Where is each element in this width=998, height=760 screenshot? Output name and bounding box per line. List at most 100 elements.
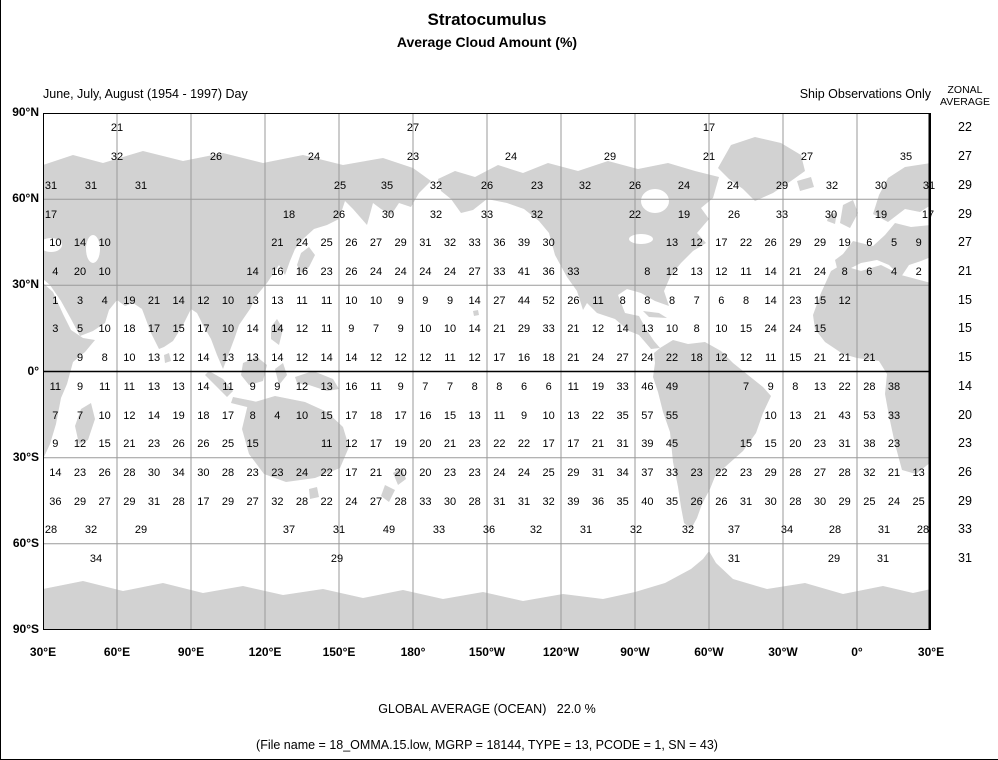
cell-value: 23 (887, 438, 901, 451)
cell-value: 55 (665, 409, 679, 422)
cell-value: 14 (616, 323, 629, 336)
latitude-tick-label: 60°S (12, 535, 39, 550)
cell-value: 28 (123, 467, 136, 480)
cell-value: 57 (641, 409, 654, 422)
cell-value: 24 (813, 265, 827, 278)
cell-value: 29 (838, 495, 851, 508)
zonal-average-value: 27 (958, 149, 972, 164)
file-info-label: (File name = 18_OMMA.15.low, MGRP = 1814… (256, 738, 718, 752)
latitude-tick-label: 90°S (12, 622, 39, 636)
cell-value: 30 (147, 467, 161, 480)
cell-value: 32 (530, 208, 544, 221)
cell-value: 5 (76, 323, 84, 336)
cell-value: 26 (727, 208, 741, 221)
cell-value: 8 (792, 380, 799, 393)
cell-value: 13 (789, 409, 802, 422)
zonal-average-value: 26 (958, 465, 972, 480)
cell-value: 22 (628, 208, 642, 221)
cell-value: 6 (545, 380, 552, 393)
cell-value: 15 (813, 323, 827, 336)
cell-value: 32 (578, 179, 592, 192)
cell-value: 6 (866, 265, 873, 278)
cell-value: 4 (101, 294, 108, 307)
cell-value: 28 (916, 524, 930, 537)
cell-value: 7 (52, 409, 59, 422)
cell-value: 31 (591, 467, 605, 480)
cell-value: 14 (147, 409, 161, 422)
cell-value: 17 (394, 409, 407, 422)
cell-value: 26 (715, 495, 728, 508)
cell-value: 14 (764, 265, 777, 278)
cell-value: 31 (332, 524, 346, 537)
cell-value: 21 (887, 467, 901, 480)
cell-value: 24 (295, 237, 309, 250)
cell-value: 24 (345, 495, 358, 508)
cell-value: 31 (44, 179, 58, 192)
cell-value: 28 (295, 495, 309, 508)
zonal-header-line2: AVERAGE (940, 96, 990, 108)
cell-value: 26 (197, 438, 210, 451)
cell-value: 28 (838, 467, 851, 480)
cell-value: 13 (320, 380, 333, 393)
source-label: Ship Observations Only (799, 87, 931, 101)
cell-value: 33 (775, 208, 789, 221)
cell-value: 17 (493, 352, 506, 365)
cell-value: 21 (369, 467, 383, 480)
cell-value: 21 (123, 438, 136, 451)
cell-value: 7 (693, 294, 700, 307)
cell-value: 28 (468, 495, 481, 508)
cell-value: 11 (444, 352, 456, 365)
landmass-sri-lanka (164, 353, 171, 363)
landmass-eurasia (43, 151, 431, 369)
cell-value: 23 (443, 467, 457, 480)
cell-value: 24 (369, 265, 383, 278)
cell-value: 14 (197, 380, 210, 393)
cell-value: 33 (616, 380, 629, 393)
cell-value: 12 (591, 323, 605, 336)
cell-value: 26 (628, 179, 642, 192)
cell-value: 17 (221, 409, 235, 422)
cell-value: 31 (922, 179, 936, 192)
cell-value: 10 (221, 294, 235, 307)
cell-value: 21 (567, 323, 580, 336)
cell-value: 11 (370, 380, 382, 393)
cell-value: 29 (134, 524, 148, 537)
longitude-tick-label: 120°W (542, 645, 580, 659)
cell-value: 17 (345, 467, 358, 480)
cell-value: 9 (397, 380, 404, 393)
cell-value: 44 (517, 294, 531, 307)
cell-value: 29 (603, 151, 617, 164)
cell-value: 22 (493, 438, 506, 451)
cell-value: 29 (567, 467, 580, 480)
zonal-average-value: 20 (958, 407, 972, 422)
cell-value: 8 (693, 323, 700, 336)
cell-value: 39 (517, 237, 531, 250)
cell-value: 21 (702, 151, 716, 164)
cell-value: 28 (172, 495, 185, 508)
cell-value: 10 (98, 409, 111, 422)
cell-value: 29 (827, 553, 841, 566)
cell-value: 20 (419, 467, 432, 480)
cell-value: 26 (209, 151, 223, 164)
cell-value: 25 (221, 438, 235, 451)
landmass-philippines (271, 319, 283, 345)
cell-value: 11 (592, 294, 604, 307)
cell-value: 31 (739, 495, 753, 508)
cell-value: 26 (332, 208, 346, 221)
cell-value: 30 (197, 467, 210, 480)
cell-value: 31 (493, 495, 506, 508)
cell-value: 33 (665, 467, 679, 480)
cell-value: 34 (89, 553, 103, 566)
cell-value: 16 (345, 380, 358, 393)
cell-value: 21 (147, 294, 161, 307)
zonal-average-value: 29 (958, 177, 972, 192)
cell-value: 22 (517, 438, 531, 451)
cell-value: 8 (496, 380, 503, 393)
latitude-tick-label: 30°S (12, 449, 39, 464)
cell-value: 4 (52, 265, 59, 278)
zonal-average-value: 27 (958, 235, 972, 250)
cell-value: 37 (282, 524, 296, 537)
cell-value: 26 (98, 467, 111, 480)
zonal-average-value: 15 (958, 350, 972, 365)
